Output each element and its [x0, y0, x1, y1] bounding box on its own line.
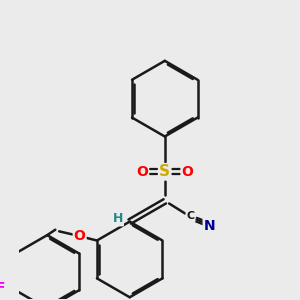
- Text: O: O: [182, 165, 194, 178]
- Text: S: S: [159, 164, 170, 179]
- Text: C: C: [187, 211, 195, 221]
- Text: O: O: [74, 229, 85, 243]
- Text: H: H: [112, 212, 123, 225]
- Text: O: O: [136, 165, 148, 178]
- Text: N: N: [204, 219, 215, 233]
- Text: F: F: [0, 280, 5, 295]
